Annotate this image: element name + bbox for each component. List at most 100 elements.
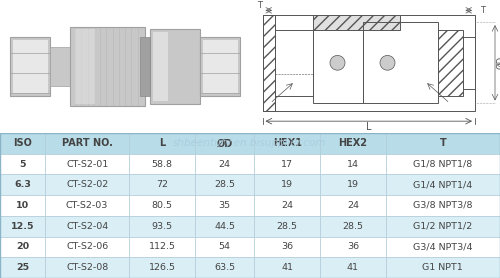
Bar [130,257,195,278]
Bar [312,29,362,103]
Text: 19: 19 [281,180,293,189]
Text: 80.5: 80.5 [152,201,172,210]
Bar [320,237,386,257]
Text: 28.5: 28.5 [342,222,363,231]
Text: CT-S2-08: CT-S2-08 [66,263,108,272]
Bar [386,237,500,257]
Bar [320,257,386,278]
Bar [75,29,95,104]
Bar [45,237,130,257]
Text: CT-S2-06: CT-S2-06 [66,242,108,251]
Bar [195,237,254,257]
Text: ØD: ØD [496,56,500,70]
Text: T: T [258,1,262,10]
Text: 24: 24 [347,201,359,210]
Bar [362,22,438,103]
Bar [254,237,320,257]
Bar [262,15,275,111]
Bar [200,37,240,96]
Bar [45,133,130,154]
Bar [70,27,145,106]
Text: shbeentury.en.bisupplier.com: shbeentury.en.bisupplier.com [174,138,327,148]
Text: 10: 10 [16,201,29,210]
Text: L: L [159,138,166,148]
Text: G1/8 NPT1/8: G1/8 NPT1/8 [413,160,472,168]
Text: 41: 41 [281,263,293,272]
Bar [0,195,45,216]
Bar [12,40,48,93]
Bar [262,15,475,111]
Text: HEX1: HEX1 [272,138,302,148]
Text: 19: 19 [347,180,359,189]
Bar [275,29,312,96]
Text: 41: 41 [347,263,359,272]
Text: T: T [480,6,485,15]
Bar [195,154,254,174]
Text: 12.5: 12.5 [10,222,34,231]
Text: ISO: ISO [13,138,32,148]
Bar [462,37,475,89]
Bar [195,133,254,154]
Text: 5: 5 [19,160,26,168]
Text: 28.5: 28.5 [214,180,235,189]
Bar [0,257,45,278]
Bar [386,133,500,154]
Bar [140,37,150,96]
Text: G1/2 NPT1/2: G1/2 NPT1/2 [413,222,472,231]
Text: 36: 36 [347,242,359,251]
Bar [254,154,320,174]
Text: 93.5: 93.5 [152,222,173,231]
Bar [320,154,386,174]
Bar [195,216,254,237]
Bar [130,216,195,237]
Text: 72: 72 [156,180,168,189]
Bar [10,37,50,96]
Text: G1/4 NPT1/4: G1/4 NPT1/4 [413,180,472,189]
Bar [152,32,168,101]
Bar [254,174,320,195]
Bar [45,174,130,195]
Bar [195,174,254,195]
Bar [438,29,462,96]
Ellipse shape [380,55,395,70]
Bar [150,29,200,104]
Ellipse shape [330,55,345,70]
Text: G3/8 NPT3/8: G3/8 NPT3/8 [413,201,472,210]
Text: 44.5: 44.5 [214,222,235,231]
Bar [130,237,195,257]
Bar [320,195,386,216]
Text: CT-S2-02: CT-S2-02 [66,180,108,189]
Bar [386,195,500,216]
Bar [386,216,500,237]
Bar [202,40,237,93]
Bar [386,154,500,174]
Text: CT-S2-03: CT-S2-03 [66,201,108,210]
Text: 17: 17 [281,160,293,168]
Text: 63.5: 63.5 [214,263,235,272]
Text: HEX2: HEX2 [338,138,368,148]
Text: 6.3: 6.3 [14,180,31,189]
Text: L: L [366,122,372,132]
Bar [195,257,254,278]
Bar [130,174,195,195]
Bar [0,174,45,195]
Bar [320,216,386,237]
Text: CT-S2-04: CT-S2-04 [66,222,108,231]
Bar [254,257,320,278]
Text: 24: 24 [218,160,230,168]
Text: 14: 14 [347,160,359,168]
Bar [254,216,320,237]
Text: 20: 20 [16,242,29,251]
Text: G1 NPT1: G1 NPT1 [422,263,463,272]
Bar [320,174,386,195]
Text: ØD: ØD [216,138,233,148]
Bar [45,195,130,216]
Text: 28.5: 28.5 [276,222,297,231]
Bar [130,195,195,216]
Bar [50,46,70,86]
Text: PART NO.: PART NO. [62,138,112,148]
Bar [254,133,320,154]
Bar [0,133,45,154]
Bar [254,195,320,216]
Text: G3/4 NPT3/4: G3/4 NPT3/4 [413,242,472,251]
